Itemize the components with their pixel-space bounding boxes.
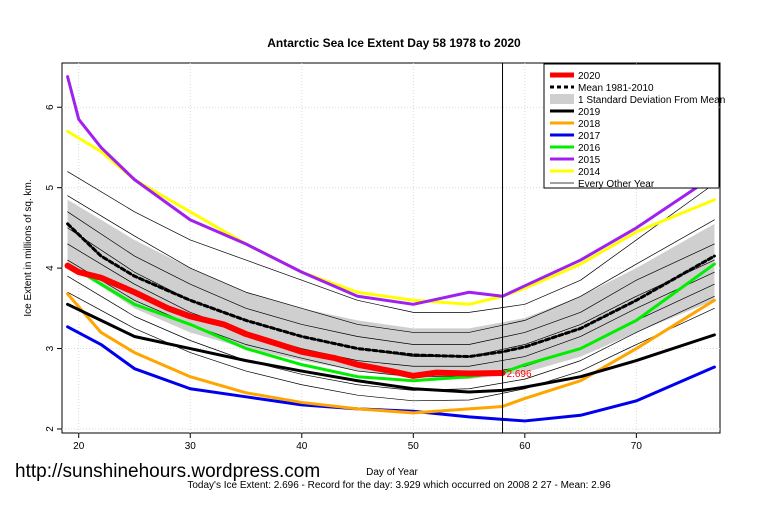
series-line-2016-11 bbox=[66, 262, 716, 383]
y-axis-label: Ice Extent in millions of sq. km. bbox=[23, 179, 34, 316]
series-line-2015-10 bbox=[66, 75, 716, 306]
y-tick-label-4: 4 bbox=[45, 265, 56, 271]
x-tick-label-40: 40 bbox=[296, 441, 308, 452]
legend-1-standard-deviation-from-mean-label: 1 Standard Deviation From Mean bbox=[578, 95, 725, 106]
x-tick-label-50: 50 bbox=[408, 441, 420, 452]
x-tick-label-70: 70 bbox=[631, 441, 643, 452]
series-line-2020-15 bbox=[64, 262, 506, 379]
x-tick-label-20: 20 bbox=[73, 441, 85, 452]
y-tick-label-3: 3 bbox=[45, 345, 56, 351]
footer-summary: Today's Ice Extent: 2.696 - Record for t… bbox=[187, 480, 611, 491]
x-tick-label-60: 60 bbox=[519, 441, 531, 452]
legend-2016-label: 2016 bbox=[578, 143, 601, 154]
x-axis-label: Day of Year bbox=[366, 467, 418, 478]
legend-2020-label: 2020 bbox=[578, 71, 601, 82]
y-tick-label-6: 6 bbox=[45, 104, 56, 110]
series-line-mean-1981-2010-8 bbox=[66, 222, 716, 359]
series-line-every-other-year-7 bbox=[67, 291, 715, 402]
legend-mean-1981-2010-label: Mean 1981-2010 bbox=[578, 83, 654, 94]
series-layer bbox=[64, 75, 716, 423]
series-line-every-other-year-1 bbox=[67, 195, 715, 333]
series-line-every-other-year-0 bbox=[67, 171, 715, 313]
x-tick-label-30: 30 bbox=[185, 441, 197, 452]
legend-2014-label: 2014 bbox=[578, 167, 601, 178]
y-tick-label-5: 5 bbox=[45, 184, 56, 190]
legend-2015-label: 2015 bbox=[578, 155, 601, 166]
footer-url[interactable]: http://sunshinehours.wordpress.com bbox=[15, 461, 320, 482]
series-line-2019-14 bbox=[66, 302, 716, 394]
series-line-every-other-year-6 bbox=[67, 275, 715, 391]
legend-1-standard-deviation-from-mean-swatch bbox=[550, 94, 574, 104]
series-line-2018-13 bbox=[66, 292, 716, 415]
legend-every-other-year-label: Every Other Year bbox=[578, 179, 655, 190]
legend-2017-label: 2017 bbox=[578, 131, 601, 142]
y-axis: 2 3 4 5 6 bbox=[45, 104, 62, 432]
current-value-label: 2.696 bbox=[507, 369, 532, 380]
legend-2018-label: 2018 bbox=[578, 119, 601, 130]
y-tick-label-2: 2 bbox=[45, 426, 56, 432]
legend-box bbox=[543, 63, 720, 189]
series-line-every-other-year-2 bbox=[67, 211, 715, 345]
x-axis: 20 30 40 50 60 70 bbox=[73, 433, 642, 452]
legend-2019-label: 2019 bbox=[578, 107, 601, 118]
chart-title: Antarctic Sea Ice Extent Day 58 1978 to … bbox=[267, 36, 521, 50]
series-line-every-other-year-4 bbox=[67, 243, 715, 367]
